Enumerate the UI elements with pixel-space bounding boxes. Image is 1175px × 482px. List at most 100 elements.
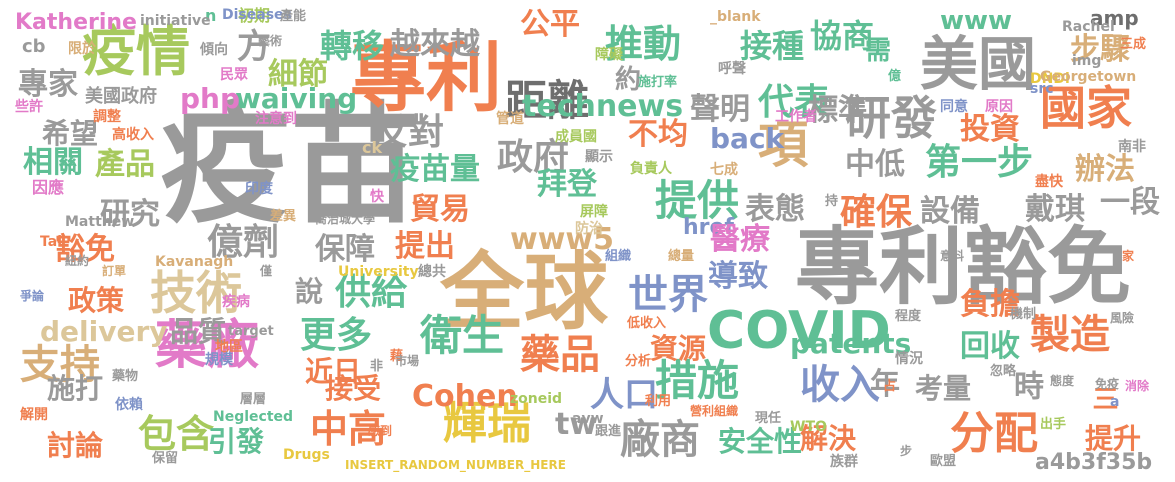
cloud-word: 設備 bbox=[920, 194, 980, 229]
cloud-word: 方 bbox=[237, 27, 271, 67]
cloud-word: 藥品 bbox=[520, 332, 600, 378]
cloud-word: zoneid bbox=[510, 391, 563, 407]
cloud-word: 營利組織 bbox=[690, 404, 739, 418]
cloud-word: 風險 bbox=[1110, 311, 1135, 325]
cloud-word: 包含 bbox=[138, 412, 215, 456]
cloud-word: 情況 bbox=[895, 351, 923, 367]
cloud-word: 人口 bbox=[590, 375, 658, 415]
cloud-word: 施打率 bbox=[638, 75, 678, 90]
cloud-word: 藥廠 bbox=[155, 316, 260, 376]
cloud-word: 接受 bbox=[325, 372, 382, 405]
cloud-word: _blank bbox=[710, 9, 761, 25]
cloud-word: 負擔 bbox=[960, 287, 1020, 322]
cloud-word: 疫情 bbox=[82, 20, 190, 83]
cloud-word: 同意 bbox=[940, 99, 968, 115]
cloud-word: href bbox=[683, 215, 735, 240]
cloud-word: 代表 bbox=[758, 82, 831, 123]
cloud-word: 產能 bbox=[280, 9, 307, 24]
cloud-word: 導致 bbox=[708, 259, 768, 294]
cloud-word: 世界 bbox=[628, 272, 708, 318]
cloud-word: 投資 bbox=[960, 112, 1020, 147]
cloud-word: technews bbox=[522, 89, 684, 124]
cloud-word: avw bbox=[572, 411, 604, 427]
cloud-word: 提升 bbox=[1085, 422, 1142, 455]
cloud-word: 研究 bbox=[100, 197, 160, 232]
cloud-word: 供給 bbox=[335, 272, 408, 313]
cloud-word: 出手 bbox=[1040, 417, 1067, 432]
cloud-word: 辦法 bbox=[1075, 152, 1135, 187]
cloud-word: Georgetown bbox=[1040, 69, 1137, 85]
cloud-word: 億 bbox=[888, 69, 902, 84]
cloud-word: 疾病 bbox=[222, 294, 250, 310]
cloud-word: 高收入 bbox=[112, 127, 154, 143]
cloud-word: a bbox=[1110, 394, 1120, 410]
cloud-word: a4b3f35b bbox=[1035, 450, 1153, 475]
cloud-word: 產品 bbox=[95, 147, 155, 182]
cloud-word: 豁免 bbox=[55, 232, 115, 267]
cloud-word: 總共 bbox=[418, 264, 446, 280]
cloud-word: back bbox=[710, 122, 785, 155]
cloud-word: n bbox=[205, 6, 217, 25]
cloud-word: 距離 bbox=[505, 76, 590, 125]
cloud-word: 相關 bbox=[23, 145, 83, 180]
cloud-word: 全球 bbox=[440, 243, 609, 341]
cloud-word: 些許 bbox=[15, 99, 43, 115]
cloud-word: 保留 bbox=[152, 451, 179, 466]
cloud-word: 約 bbox=[615, 65, 642, 95]
cloud-word: 資源 bbox=[650, 332, 707, 365]
cloud-word: 年 bbox=[870, 367, 900, 402]
cloud-word: 市場 bbox=[395, 354, 420, 368]
cloud-word: 國家 bbox=[1040, 81, 1132, 135]
cloud-word: 南非 bbox=[1118, 139, 1146, 155]
cloud-word: 跟進 bbox=[595, 424, 622, 439]
cloud-word: 感到 bbox=[368, 424, 393, 438]
cloud-word: 紐約 bbox=[65, 254, 90, 268]
cloud-word: 屏障 bbox=[580, 204, 608, 220]
cloud-word: 技術 bbox=[150, 266, 242, 320]
cloud-word: 地區 bbox=[215, 339, 243, 355]
cloud-word: 注意到 bbox=[255, 111, 297, 127]
cloud-word: 貿易 bbox=[410, 192, 470, 227]
cloud-word: Neglected bbox=[213, 409, 294, 425]
cloud-word: 疫苗 bbox=[160, 89, 421, 241]
cloud-word: 忽略 bbox=[990, 364, 1017, 379]
cloud-word: 分析 bbox=[625, 354, 652, 369]
cloud-word: 聲明 bbox=[690, 92, 750, 127]
cloud-word: Matthew bbox=[65, 214, 135, 230]
cloud-word: University bbox=[338, 264, 419, 280]
cloud-word: 疫苗量 bbox=[390, 152, 480, 187]
cloud-word: 族群 bbox=[830, 454, 858, 470]
cloud-word: 三 bbox=[1088, 385, 1118, 411]
cloud-word: 規模 bbox=[205, 352, 233, 368]
cloud-word: 三成 bbox=[1120, 37, 1147, 52]
cloud-word: 安全性 bbox=[718, 425, 803, 458]
cloud-word: 占 bbox=[883, 379, 897, 394]
cloud-word: src bbox=[1030, 81, 1054, 97]
cloud-word: Kavanagh bbox=[155, 254, 234, 270]
cloud-word: COVID bbox=[707, 301, 891, 361]
cloud-word: 呼聲 bbox=[718, 61, 746, 77]
cloud-word: 細節 bbox=[268, 57, 328, 92]
cloud-word: 程度 bbox=[895, 309, 922, 324]
cloud-word: 免疫 bbox=[1095, 377, 1120, 391]
cloud-word: delivery bbox=[40, 315, 168, 348]
cloud-word: 回收 bbox=[960, 329, 1020, 364]
cloud-word: 低收入 bbox=[627, 316, 667, 331]
cloud-word: initiative bbox=[140, 13, 211, 29]
cloud-word: INSERT_RANDOM_NUMBER_HERE bbox=[345, 458, 566, 472]
cloud-word: 專利豁免 bbox=[795, 218, 1132, 316]
cloud-word: 項 bbox=[758, 116, 808, 174]
cloud-word: 措施 bbox=[655, 356, 740, 405]
cloud-word: 支持 bbox=[20, 342, 100, 388]
cloud-word: 衛生 bbox=[420, 311, 505, 360]
cloud-word: 考量 bbox=[915, 372, 972, 405]
cloud-word: 意料 bbox=[940, 249, 965, 263]
cloud-word: tw bbox=[555, 407, 598, 442]
cloud-word: 戴琪 bbox=[1025, 192, 1085, 227]
cloud-word: 現任 bbox=[755, 411, 782, 426]
cloud-word: 中低 bbox=[845, 147, 905, 182]
cloud-word: 收入 bbox=[800, 362, 880, 408]
cloud-word: 顯示 bbox=[585, 149, 613, 165]
cloud-word: 解開 bbox=[20, 407, 48, 423]
cloud-word: 標準 bbox=[808, 93, 868, 128]
